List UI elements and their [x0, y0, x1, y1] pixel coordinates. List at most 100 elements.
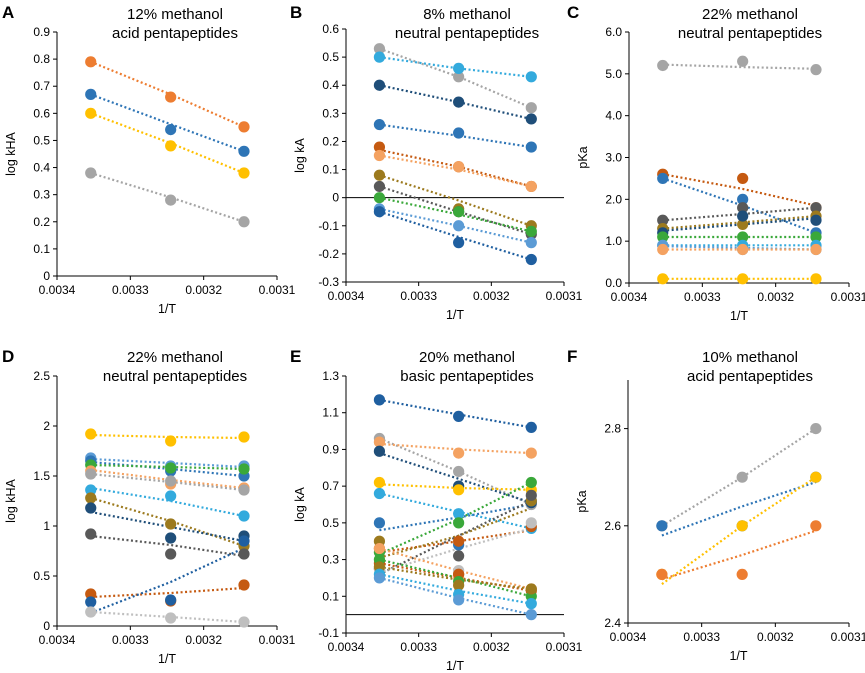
data-point-s1-2: [165, 435, 177, 447]
data-point-s4-2: [165, 194, 177, 206]
y-tick-label: 2: [43, 419, 50, 433]
data-point-s3-2: [736, 520, 748, 532]
data-point-s4-1: [657, 214, 669, 226]
y-tick-label: -0.3: [318, 275, 339, 289]
data-point-s1-1: [85, 428, 97, 440]
data-point-s9-1: [85, 502, 97, 514]
data-point-s11-1: [373, 206, 386, 218]
trend-line-2: [662, 173, 817, 207]
data-point-s13-1: [85, 606, 97, 618]
trend-line-5: [379, 148, 532, 188]
panel-letter: E: [290, 347, 301, 366]
data-point-s5-2: [737, 218, 749, 231]
trend-line-10: [379, 207, 532, 244]
data-point-s3-1: [85, 107, 97, 119]
x-tick-label: 0.0032: [473, 640, 510, 654]
y-axis-label: log kA: [293, 486, 307, 521]
data-point-s10-3: [525, 476, 537, 489]
y-tick-label: 1.0: [605, 234, 622, 248]
y-tick-label: 4.0: [605, 109, 622, 123]
trend-line-8: [379, 185, 532, 236]
data-point-s1-2: [453, 71, 465, 83]
data-point-s10-1: [657, 243, 669, 256]
x-tick-label: 0.0032: [473, 289, 510, 303]
data-point-s5-1: [373, 141, 386, 153]
data-point-s1-2: [165, 91, 177, 103]
chart-title-line: 20% methanol: [419, 349, 515, 366]
y-tick-label: 0.2: [33, 215, 50, 229]
data-point-s1-1: [85, 56, 97, 68]
x-tick-label: 0.0034: [328, 640, 365, 654]
data-point-s8-2: [453, 535, 465, 547]
data-point-s3-2: [737, 193, 749, 205]
y-tick-label: -0.1: [318, 626, 339, 640]
y-tick-label: -0.2: [318, 247, 339, 261]
data-point-s7-2: [737, 231, 749, 243]
data-point-s1-3: [810, 423, 822, 435]
panel-a: A 12% methanol acid pentapeptides 0 0.1 0.2 0.…: [2, 3, 296, 316]
data-point-s1-1: [373, 43, 386, 55]
y-tick-label: 0.1: [322, 163, 339, 177]
y-tick-label: 1.5: [33, 469, 50, 483]
y-tick-label: 2.0: [605, 192, 622, 206]
data-point-s2-2: [165, 124, 177, 136]
y-tick-label: 0.1: [322, 589, 339, 603]
trend-line-12: [90, 547, 245, 615]
y-tick-label: 0.5: [322, 516, 339, 530]
y-tick-label: 0.9: [322, 442, 339, 456]
y-tick-label: 0.7: [33, 79, 50, 93]
data-point-s6-2: [165, 475, 177, 487]
y-axis-label: pKa: [575, 490, 589, 512]
y-tick-label: 0.2: [322, 134, 339, 148]
y-tick-label: 0.5: [322, 50, 339, 64]
y-axis-label: log kHA: [4, 478, 18, 522]
y-tick-label: 2.6: [604, 519, 621, 533]
data-point-s10-3: [810, 243, 822, 256]
x-axis-label: 1/T: [730, 309, 748, 323]
data-point-s4-2: [736, 568, 748, 581]
x-tick-label: 0.0031: [259, 633, 296, 647]
data-point-s6-2: [737, 210, 749, 222]
data-point-s13-3: [238, 616, 250, 628]
y-tick-label: 6.0: [605, 25, 622, 39]
data-point-s11-3: [525, 253, 537, 266]
data-point-s10-2: [737, 243, 749, 256]
data-point-s18-2: [453, 594, 465, 606]
data-point-s10-2: [453, 517, 465, 529]
trend-line-9: [379, 196, 532, 233]
chart-title-line: 10% methanol: [702, 349, 798, 366]
y-tick-label: 0.3: [322, 106, 339, 120]
data-point-s4-3: [238, 463, 250, 475]
data-point-s1-1: [657, 59, 669, 72]
data-point-s11-3: [810, 273, 822, 285]
y-tick-label: 0.3: [322, 553, 339, 567]
data-point-s9-2: [165, 532, 177, 544]
data-point-s2-1: [373, 51, 386, 63]
data-point-s4-2: [453, 127, 465, 139]
data-point-s10-2: [453, 220, 465, 232]
data-point-s1-2: [453, 410, 465, 422]
y-tick-label: 1: [43, 519, 50, 533]
data-point-s11-3: [525, 489, 537, 501]
data-point-s1-3: [525, 421, 537, 433]
data-point-s2-1: [85, 88, 97, 100]
data-point-s4-1: [373, 118, 386, 131]
chart-title-line: 8% methanol: [423, 6, 511, 23]
data-point-s6-1: [373, 487, 386, 500]
y-tick-label: 0.5: [33, 133, 50, 147]
data-point-s10-3: [238, 548, 250, 560]
data-point-s1-2: [737, 55, 749, 67]
trend-line-3: [90, 112, 245, 175]
data-point-s3-3: [810, 471, 822, 483]
x-tick-label: 0.0033: [112, 633, 149, 647]
y-axis-label: pKa: [576, 146, 590, 168]
data-point-s6-2: [453, 161, 465, 173]
panel-letter: F: [567, 347, 577, 366]
data-point-s3-1: [657, 172, 669, 185]
data-point-s7-1: [373, 517, 386, 529]
data-point-s9-3: [525, 225, 537, 237]
data-point-s12-3: [238, 535, 250, 547]
data-point-s4-3: [810, 202, 822, 214]
y-tick-label: 0.4: [322, 78, 339, 92]
data-point-s16-2: [453, 579, 465, 591]
